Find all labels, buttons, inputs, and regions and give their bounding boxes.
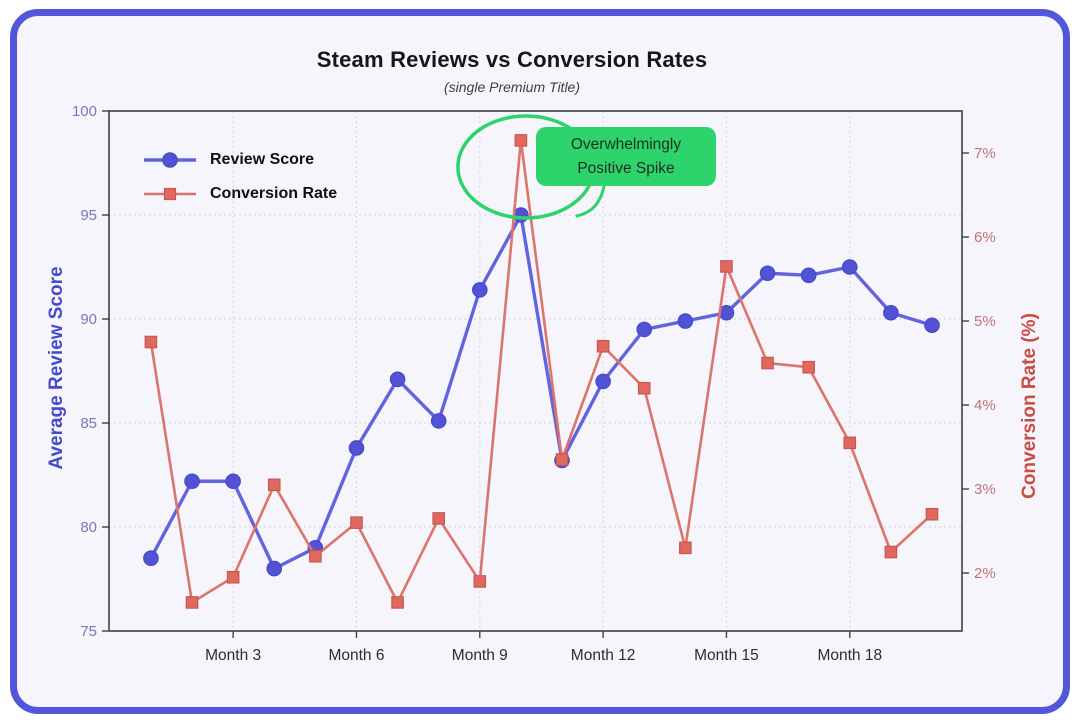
x-tick-label: Month 18: [817, 647, 882, 664]
review-score-point: [184, 473, 200, 490]
conversion-rate-point: [350, 516, 363, 529]
conversion-rate-swatch-icon: [144, 187, 196, 201]
plot-spines: [108, 110, 963, 632]
right-tick-label: 3%: [974, 481, 996, 498]
review-score-point: [471, 282, 488, 298]
chart-title: Steam Reviews vs Conversion Rates: [316, 47, 708, 72]
conversion-rate-line: [149, 139, 934, 604]
review-score-point: [430, 413, 447, 429]
chart-subtitle: (single Premium Title): [443, 79, 580, 95]
review-score-point: [348, 440, 365, 456]
right-tick-label: 6%: [974, 229, 996, 246]
left-tick-label: 90: [80, 311, 97, 328]
legend-item-review-score: Review Score: [142, 149, 337, 171]
conversion-rate-point: [226, 570, 240, 584]
review-score-point: [266, 560, 283, 577]
left-tick-label: 75: [80, 623, 97, 640]
conversion-rate-point: [514, 134, 528, 147]
right-tick-label: 2%: [974, 565, 996, 582]
left-tick-label: 95: [80, 207, 97, 224]
conversion-rate-point: [761, 356, 774, 370]
left-tick-label: 80: [80, 519, 97, 536]
review-score-point: [225, 473, 241, 490]
review-score-point: [513, 207, 529, 223]
review-score-point: [883, 304, 899, 321]
x-tick-label: Month 6: [328, 647, 384, 664]
review-score-point: [759, 265, 776, 282]
conversion-rate-point: [267, 478, 281, 492]
conversion-rate-point: [884, 545, 898, 559]
legend-label-review-score: Review Score: [210, 151, 315, 168]
review-score-swatch-icon: [144, 152, 196, 168]
x-tick-label: Month 3: [205, 647, 261, 664]
left-axis-title: Average Review Score: [46, 266, 67, 470]
review-score-point: [595, 373, 611, 390]
x-tick-label: Month 9: [452, 647, 508, 664]
review-score-point: [924, 317, 940, 334]
left-tick-label: 100: [72, 103, 97, 120]
left-tick-label: 85: [80, 415, 97, 432]
review-score-line: [149, 213, 934, 571]
legend: Review Score Conversion Rate: [142, 149, 337, 205]
conversion-rate-point: [637, 381, 651, 395]
review-score-point: [636, 321, 653, 338]
right-tick-label: 7%: [974, 145, 996, 162]
legend-item-conversion-rate: Conversion Rate: [142, 183, 337, 205]
conversion-rate-point: [679, 541, 692, 555]
conversion-rate-point: [144, 335, 158, 349]
conversion-rate-point: [309, 549, 322, 563]
right-tick-label: 5%: [974, 313, 996, 330]
annotation-callout: Overwhelmingly Positive Spike: [536, 127, 716, 186]
conversion-rate-point: [185, 596, 199, 609]
legend-label-conversion-rate: Conversion Rate: [210, 185, 338, 202]
review-score-point: [800, 267, 817, 284]
conversion-rate-point: [802, 360, 815, 374]
conversion-rate-point: [843, 436, 857, 450]
conversion-rate-point: [473, 575, 487, 588]
review-score-point: [677, 313, 694, 329]
review-score-point: [389, 371, 406, 388]
right-axis-title: Conversion Rate (%): [1019, 313, 1040, 499]
x-tick-label: Month 12: [571, 647, 636, 664]
review-score-point: [841, 259, 858, 275]
conversion-rate-point: [720, 260, 733, 273]
review-score-point: [143, 550, 159, 566]
annotation-line1: Overwhelmingly: [570, 136, 682, 154]
annotation-leader-line: [575, 185, 606, 218]
conversion-rate-point: [555, 453, 569, 466]
conversion-rate-point: [925, 507, 939, 521]
conversion-rate-point: [596, 339, 610, 353]
right-tick-label: 4%: [974, 397, 996, 414]
annotation-line2: Positive Spike: [577, 159, 675, 177]
conversion-rate-point: [432, 512, 445, 525]
conversion-rate-point: [391, 596, 404, 609]
x-tick-label: Month 15: [694, 647, 759, 664]
